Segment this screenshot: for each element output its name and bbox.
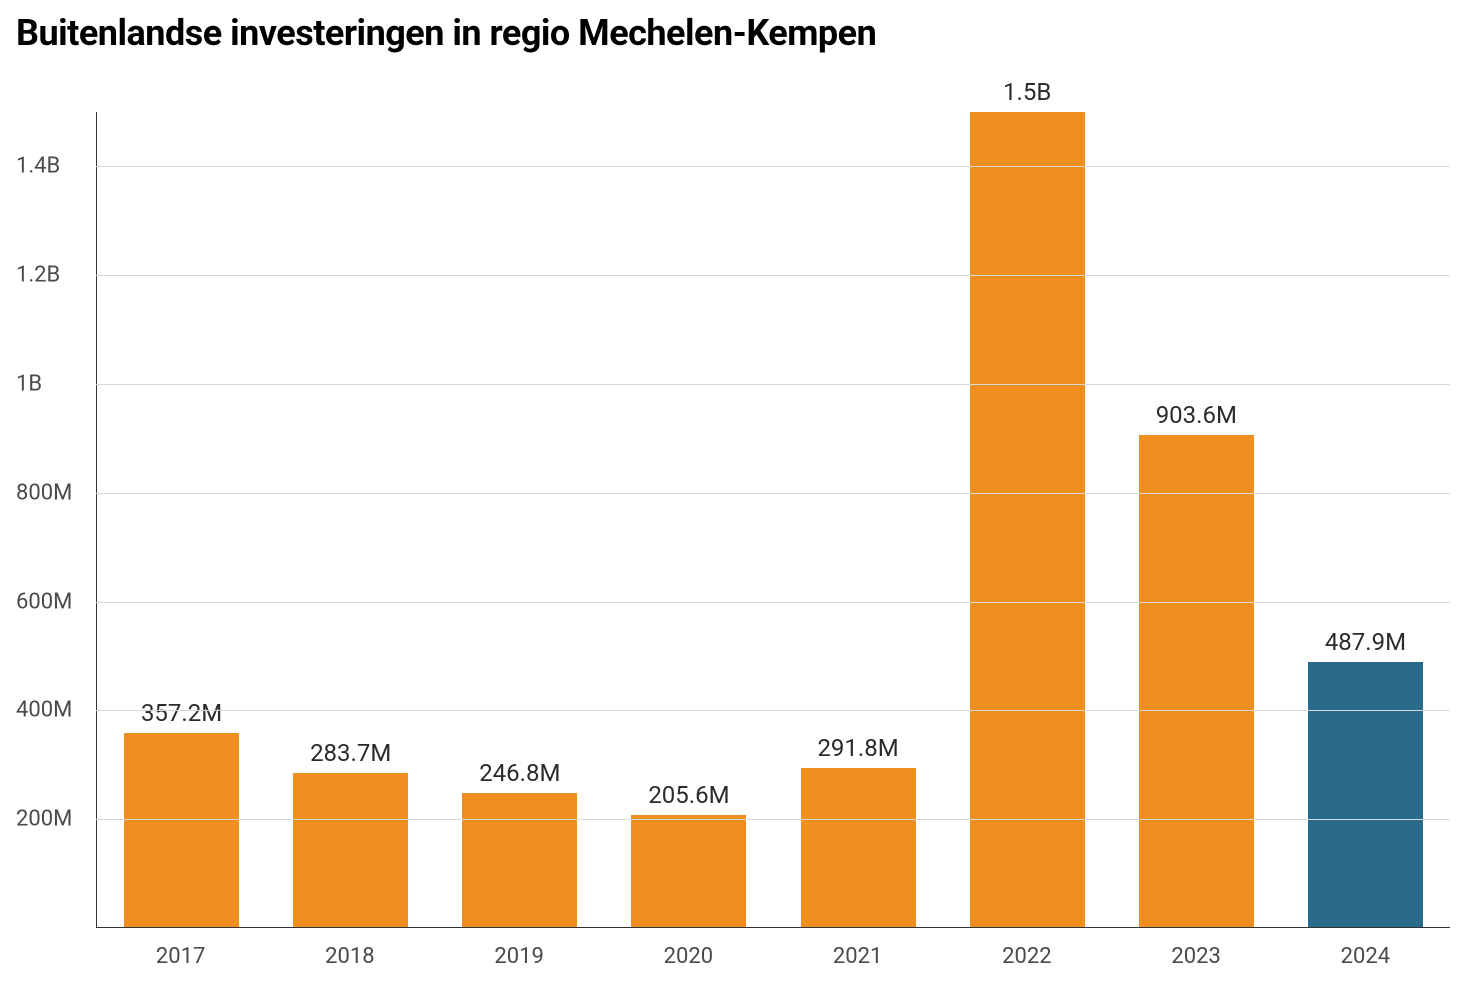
bar-value-label: 487.9M [1325,628,1406,656]
gridline [96,710,1450,711]
plot-area: 357.2M 283.7M 246.8M 205.6M 291.8M 1.5B 903.6M… [16,62,1450,982]
bar-value-label: 205.6M [648,781,729,809]
bar-slot: 903.6M [1112,112,1281,927]
x-tick-label: 2022 [942,944,1111,969]
y-tick-label: 400M [16,698,72,723]
chart-title: Buitenlandse investeringen in regio Mech… [16,12,1450,54]
gridline [96,602,1450,603]
bar-value-label: 1.5B [1003,78,1051,106]
bar: 246.8M [462,793,577,927]
bar: 283.7M [293,773,408,927]
bar-value-label: 291.8M [817,734,898,762]
y-tick-label: 600M [16,589,72,614]
bar-value-label: 357.2M [141,699,222,727]
x-tick-label: 2019 [435,944,604,969]
bar-value-label: 283.7M [310,739,391,767]
bar-slot: 283.7M [266,112,435,927]
bar-slot: 1.5B [943,112,1112,927]
bar-slot: 246.8M [435,112,604,927]
chart-wrapper: Buitenlandse investeringen in regio Mech… [0,0,1466,992]
bar-slot: 291.8M [774,112,943,927]
x-tick-label: 2018 [265,944,434,969]
bars-container: 357.2M 283.7M 246.8M 205.6M 291.8M 1.5B 903.6M… [96,112,1450,928]
x-tick-label: 2023 [1112,944,1281,969]
x-tick-label: 2017 [96,944,265,969]
x-tick-label: 2024 [1281,944,1450,969]
bar: 903.6M [1139,435,1254,927]
y-tick-label: 1.4B [16,154,60,179]
gridline [96,384,1450,385]
bar-slot: 487.9M [1281,112,1450,927]
bar: 487.9M [1308,662,1423,927]
x-tick-label: 2020 [604,944,773,969]
bar: 205.6M [631,815,746,927]
gridline [96,166,1450,167]
gridline [96,493,1450,494]
bar: 1.5B [970,112,1085,927]
x-axis: 20172018201920202021202220232024 [96,944,1450,969]
gridline [96,819,1450,820]
bar-value-label: 903.6M [1156,401,1237,429]
gridline [96,275,1450,276]
bar-slot: 357.2M [97,112,266,927]
y-tick-label: 200M [16,807,72,832]
bar: 291.8M [801,768,916,927]
x-tick-label: 2021 [773,944,942,969]
bar: 357.2M [124,733,239,927]
y-tick-label: 1B [16,372,42,397]
bar-value-label: 246.8M [479,759,560,787]
y-tick-label: 800M [16,480,72,505]
bar-slot: 205.6M [604,112,773,927]
y-tick-label: 1.2B [16,263,60,288]
